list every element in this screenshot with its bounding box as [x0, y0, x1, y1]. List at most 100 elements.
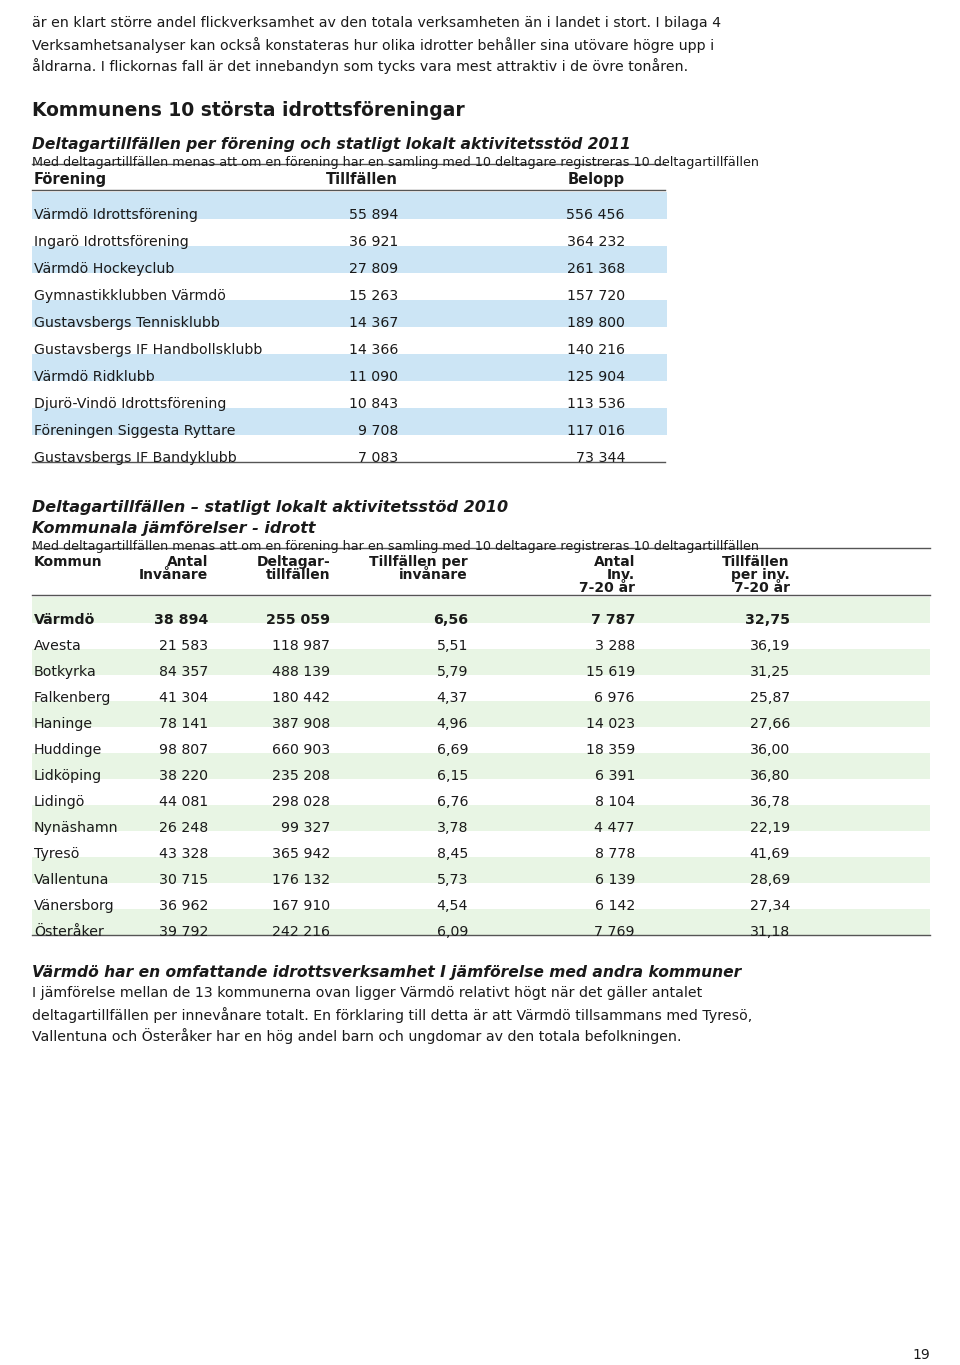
Text: 3,78: 3,78 — [437, 820, 468, 835]
Text: 19: 19 — [912, 1349, 930, 1362]
Text: Verksamhetsanalyser kan också konstateras hur olika idrotter behåller sina utöva: Verksamhetsanalyser kan också konstatera… — [32, 37, 714, 53]
Text: 36 921: 36 921 — [348, 235, 398, 248]
Text: 6,69: 6,69 — [437, 743, 468, 758]
Text: 5,79: 5,79 — [437, 665, 468, 678]
Text: 7-20 år: 7-20 år — [579, 581, 635, 595]
Text: Tillfällen: Tillfällen — [326, 172, 398, 187]
Text: Förening: Förening — [34, 172, 108, 187]
Bar — [32, 909, 930, 935]
Text: I jämförelse mellan de 13 kommunerna ovan ligger Värmdö relativt högt när det gä: I jämförelse mellan de 13 kommunerna ova… — [32, 986, 703, 1001]
Text: Falkenberg: Falkenberg — [34, 691, 111, 704]
Text: Tillfällen: Tillfällen — [722, 556, 790, 569]
Text: 189 800: 189 800 — [567, 317, 625, 330]
Text: 117 016: 117 016 — [567, 425, 625, 438]
Text: 255 059: 255 059 — [266, 613, 330, 627]
Text: 7 787: 7 787 — [590, 613, 635, 627]
Text: Nynäshamn: Nynäshamn — [34, 820, 119, 835]
Text: 44 081: 44 081 — [158, 794, 208, 809]
Text: 36,78: 36,78 — [750, 794, 790, 809]
Text: 7 083: 7 083 — [358, 450, 398, 465]
Text: 27,66: 27,66 — [750, 717, 790, 732]
Text: 6,56: 6,56 — [433, 613, 468, 627]
Text: Värmdö har en omfattande idrottsverksamhet I jämförelse med andra kommuner: Värmdö har en omfattande idrottsverksamh… — [32, 965, 741, 980]
Text: 6,15: 6,15 — [437, 768, 468, 784]
Text: 387 908: 387 908 — [272, 717, 330, 732]
Text: 125 904: 125 904 — [566, 370, 625, 384]
Text: Värmdö Idrottsförening: Värmdö Idrottsförening — [34, 207, 198, 222]
Text: Deltagar-: Deltagar- — [256, 556, 330, 569]
Text: 98 807: 98 807 — [158, 743, 208, 758]
Text: 18 359: 18 359 — [586, 743, 635, 758]
Text: Lidingö: Lidingö — [34, 794, 85, 809]
Text: 27 809: 27 809 — [348, 262, 398, 276]
Text: Värmdö: Värmdö — [34, 613, 95, 627]
Text: Belopp: Belopp — [568, 172, 625, 187]
Text: Ingarö Idrottsförening: Ingarö Idrottsförening — [34, 235, 189, 248]
Text: 21 583: 21 583 — [158, 639, 208, 652]
Text: Vallentuna: Vallentuna — [34, 874, 109, 887]
Text: 364 232: 364 232 — [566, 235, 625, 248]
Text: tillfällen: tillfällen — [265, 568, 330, 581]
Text: 43 328: 43 328 — [158, 848, 208, 861]
Text: 4,37: 4,37 — [437, 691, 468, 704]
Bar — [32, 805, 930, 831]
Bar — [32, 597, 930, 622]
Text: Tillfällen per: Tillfällen per — [370, 556, 468, 569]
Bar — [32, 300, 667, 328]
Text: 41 304: 41 304 — [158, 691, 208, 704]
Text: per inv.: per inv. — [732, 568, 790, 581]
Text: 7 769: 7 769 — [594, 925, 635, 939]
Text: 25,87: 25,87 — [750, 691, 790, 704]
Bar — [32, 753, 930, 779]
Text: Vallentuna och Österåker har en hög andel barn och ungdomar av den totala befolk: Vallentuna och Österåker har en hög ande… — [32, 1028, 682, 1044]
Text: Huddinge: Huddinge — [34, 743, 103, 758]
Text: 99 327: 99 327 — [280, 820, 330, 835]
Text: 30 715: 30 715 — [158, 874, 208, 887]
Text: 14 023: 14 023 — [586, 717, 635, 732]
Text: 261 368: 261 368 — [566, 262, 625, 276]
Text: 6 139: 6 139 — [594, 874, 635, 887]
Text: Avesta: Avesta — [34, 639, 82, 652]
Text: 27,34: 27,34 — [750, 900, 790, 913]
Text: 15 263: 15 263 — [348, 289, 398, 303]
Text: Tyresö: Tyresö — [34, 848, 80, 861]
Text: Deltagartillfällen per förening och statligt lokalt aktivitetsstöd 2011: Deltagartillfällen per förening och stat… — [32, 136, 631, 152]
Text: Gustavsbergs IF Handbollsklubb: Gustavsbergs IF Handbollsklubb — [34, 343, 262, 358]
Text: 4,54: 4,54 — [437, 900, 468, 913]
Text: Antal: Antal — [593, 556, 635, 569]
Text: 3 288: 3 288 — [595, 639, 635, 652]
Text: Antal: Antal — [167, 556, 208, 569]
Text: 10 843: 10 843 — [348, 397, 398, 411]
Text: 4 477: 4 477 — [594, 820, 635, 835]
Text: Gymnastikklubben Värmdö: Gymnastikklubben Värmdö — [34, 289, 226, 303]
Text: åldrarna. I flickornas fall är det innebandyn som tycks vara mest attraktiv i de: åldrarna. I flickornas fall är det inneb… — [32, 57, 688, 74]
Text: deltagartillfällen per innevånare totalt. En förklaring till detta är att Värmdö: deltagartillfällen per innevånare totalt… — [32, 1007, 753, 1022]
Text: 6 142: 6 142 — [595, 900, 635, 913]
Text: 488 139: 488 139 — [272, 665, 330, 678]
Text: 38 220: 38 220 — [159, 768, 208, 784]
Text: 113 536: 113 536 — [566, 397, 625, 411]
Text: Inv.: Inv. — [607, 568, 635, 581]
Bar — [32, 408, 667, 435]
Text: 55 894: 55 894 — [348, 207, 398, 222]
Text: 36,19: 36,19 — [750, 639, 790, 652]
Text: Gustavsbergs Tennisklubb: Gustavsbergs Tennisklubb — [34, 317, 220, 330]
Text: Haninge: Haninge — [34, 717, 93, 732]
Text: 41,69: 41,69 — [750, 848, 790, 861]
Text: 235 208: 235 208 — [272, 768, 330, 784]
Text: 39 792: 39 792 — [158, 925, 208, 939]
Text: 6 976: 6 976 — [594, 691, 635, 704]
Text: invånare: invånare — [399, 568, 468, 581]
Text: 6,09: 6,09 — [437, 925, 468, 939]
Text: 365 942: 365 942 — [272, 848, 330, 861]
Text: 36,80: 36,80 — [750, 768, 790, 784]
Text: Gustavsbergs IF Bandyklubb: Gustavsbergs IF Bandyklubb — [34, 450, 237, 465]
Text: 5,51: 5,51 — [437, 639, 468, 652]
Text: 36,00: 36,00 — [750, 743, 790, 758]
Bar — [32, 648, 930, 676]
Text: Kommunens 10 största idrottsföreningar: Kommunens 10 största idrottsföreningar — [32, 101, 465, 120]
Text: 8,45: 8,45 — [437, 848, 468, 861]
Text: 157 720: 157 720 — [566, 289, 625, 303]
Text: Österåker: Österåker — [34, 925, 104, 939]
Text: 36 962: 36 962 — [158, 900, 208, 913]
